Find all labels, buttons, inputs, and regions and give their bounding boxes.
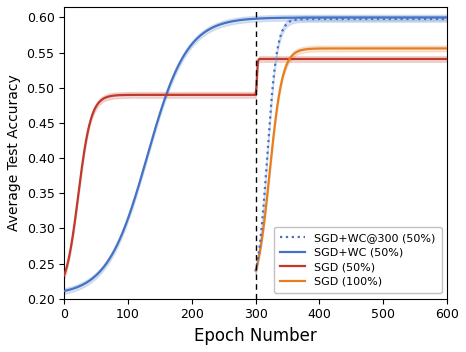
SGD (50%) (248, 93, 254, 97)
SGD (100%) (402, 46, 408, 51)
Line: SGD (50%): SGD (50%) (64, 59, 447, 275)
SGD (100%) (444, 46, 450, 51)
X-axis label: Epoch Number: Epoch Number (194, 327, 317, 345)
SGD+WC@300 (50%) (402, 17, 408, 21)
SGD (50%) (238, 93, 243, 97)
SGD+WC@300 (50%) (337, 17, 343, 21)
Line: SGD+WC (50%): SGD+WC (50%) (64, 18, 447, 291)
SGD (50%) (62, 273, 67, 277)
Line: SGD+WC@300 (50%): SGD+WC@300 (50%) (256, 19, 447, 271)
SGD+WC@300 (50%) (330, 17, 336, 21)
SGD+WC@300 (50%) (405, 17, 411, 21)
SGD (50%) (269, 57, 274, 61)
SGD+WC (50%) (433, 15, 439, 20)
SGD (100%) (330, 46, 336, 51)
SGD (100%) (253, 269, 259, 273)
Y-axis label: Average Test Accuracy: Average Test Accuracy (7, 75, 21, 231)
SGD+WC@300 (50%) (437, 17, 442, 21)
SGD+WC@300 (50%) (273, 62, 278, 66)
SGD (50%) (433, 57, 439, 61)
SGD+WC@300 (50%) (384, 17, 390, 21)
SGD+WC (50%) (81, 282, 87, 286)
SGD (50%) (363, 57, 369, 61)
SGD (50%) (433, 57, 439, 61)
SGD+WC (50%) (433, 15, 439, 20)
SGD (100%) (273, 120, 278, 124)
SGD+WC (50%) (444, 15, 450, 20)
SGD (100%) (384, 46, 390, 51)
SGD (50%) (81, 152, 87, 156)
SGD+WC@300 (50%) (444, 17, 450, 21)
SGD+WC (50%) (238, 18, 243, 22)
SGD+WC (50%) (363, 15, 369, 20)
Line: SGD (100%): SGD (100%) (256, 49, 447, 271)
SGD+WC@300 (50%) (253, 269, 259, 273)
SGD (100%) (405, 46, 411, 51)
SGD (50%) (444, 57, 450, 61)
SGD+WC (50%) (62, 289, 67, 293)
SGD+WC (50%) (247, 17, 253, 21)
Legend: SGD+WC@300 (50%), SGD+WC (50%), SGD (50%), SGD (100%): SGD+WC@300 (50%), SGD+WC (50%), SGD (50%… (274, 227, 442, 293)
SGD (100%) (337, 46, 343, 51)
